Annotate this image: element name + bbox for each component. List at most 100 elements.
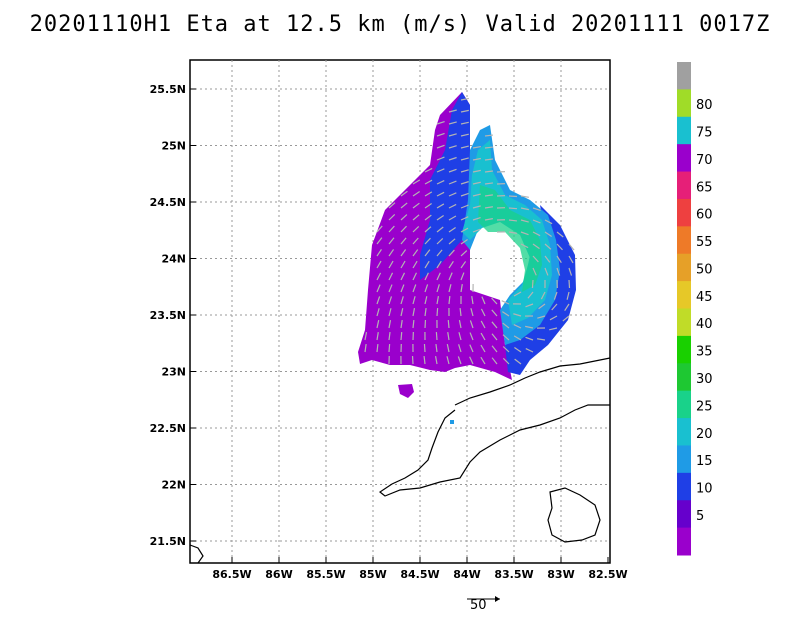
- wind-vector: [481, 296, 486, 305]
- wind-vector: [412, 214, 420, 221]
- wind-vector: [412, 202, 420, 209]
- wind-vector: [480, 320, 486, 329]
- wind-vector: [491, 357, 498, 365]
- wind-vector: [484, 182, 494, 185]
- wind-vector: [376, 272, 382, 281]
- wind-vector: [513, 313, 522, 317]
- wind-vector: [520, 231, 529, 236]
- wind-vector: [436, 203, 445, 209]
- wind-vector: [491, 345, 498, 353]
- wind-vector: [424, 226, 432, 233]
- wind-vector: [537, 338, 546, 341]
- wind-vector: [412, 191, 420, 197]
- wind-vector: [520, 243, 529, 249]
- wind-vector: [448, 180, 457, 185]
- wind-vector: [472, 228, 481, 233]
- wind-vector: [525, 348, 534, 353]
- wind-vector: [388, 343, 391, 353]
- wind-vector: [364, 343, 367, 353]
- wind-vector: [436, 307, 439, 317]
- wind-vector: [525, 303, 534, 308]
- wind-vector: [388, 225, 395, 233]
- wind-vector: [436, 191, 445, 197]
- colorbar-label: 30: [696, 372, 713, 387]
- wind-vector: [556, 243, 563, 251]
- wind-vector: [460, 97, 469, 101]
- wind-vector: [508, 231, 517, 234]
- wind-vector: [568, 279, 571, 289]
- wind-vector: [446, 356, 450, 365]
- wind-vector: [513, 291, 522, 297]
- lon-tick-label: 85W: [359, 568, 386, 581]
- wind-vector: [412, 179, 421, 185]
- wind-vector: [501, 300, 510, 305]
- wind-vector: [376, 308, 380, 317]
- wind-vector: [513, 335, 522, 341]
- wind-vector: [564, 303, 570, 312]
- wind-vector: [424, 307, 427, 317]
- wind-vector: [556, 267, 561, 276]
- wind-vector: [556, 255, 562, 264]
- colorbar-label: 45: [696, 290, 713, 305]
- wind-vector: [484, 134, 494, 137]
- lon-tick-label: 86.5W: [212, 568, 251, 581]
- colorbar-segment: [677, 363, 691, 392]
- wind-vector: [480, 344, 486, 353]
- lon-tick-label: 86W: [265, 568, 292, 581]
- wind-vector: [412, 296, 416, 305]
- wind-vector: [460, 121, 469, 125]
- wind-vector: [412, 272, 417, 281]
- wind-vector: [400, 249, 407, 257]
- wind-vector: [525, 336, 534, 341]
- wind-vector: [544, 243, 552, 250]
- wind-vector: [568, 255, 574, 264]
- longitude-axis: 86.5W 86W 85.5W 85W 84.5W 84W 83.5W 83W 82.5W: [212, 557, 628, 581]
- wind-vector: [448, 284, 452, 293]
- wind-vector: [520, 195, 529, 198]
- wind-vector: [435, 331, 438, 341]
- wind-vector: [513, 324, 522, 329]
- wind-vector: [460, 145, 469, 149]
- wind-vector: [436, 296, 440, 305]
- wind-vector: [502, 322, 510, 329]
- vector-scale-label: 50: [470, 598, 487, 613]
- colorbar-segment: [677, 390, 691, 419]
- wind-vector: [532, 219, 541, 224]
- wind-vector: [388, 213, 396, 221]
- colorbar-segment: [677, 144, 691, 173]
- wind-vector: [458, 332, 462, 341]
- wind-vector: [448, 238, 456, 245]
- wind-vector: [424, 191, 433, 197]
- lat-tick-label: 24.5N: [150, 196, 186, 209]
- wind-vector: [388, 284, 393, 293]
- wind-vector: [460, 133, 469, 137]
- wind-vector: [424, 214, 432, 221]
- wind-vector: [491, 297, 498, 305]
- wind-vector: [448, 168, 457, 173]
- wind-vector: [472, 193, 481, 197]
- colorbar-label: 70: [696, 153, 713, 168]
- colorbar-label: 25: [696, 399, 713, 414]
- wind-vector: [424, 167, 433, 173]
- wind-vector: [501, 311, 510, 317]
- wind-vector: [448, 272, 453, 281]
- wind-vector: [508, 207, 518, 210]
- colorbar-segment: [677, 89, 691, 118]
- wind-vector: [538, 303, 546, 310]
- wind-vector: [460, 250, 468, 257]
- lon-tick-label: 84W: [453, 568, 480, 581]
- wind-vector: [484, 146, 494, 149]
- lon-tick-label: 85.5W: [306, 568, 345, 581]
- wind-vector: [532, 267, 537, 276]
- vector-scale-arrowhead: [495, 596, 500, 602]
- wind-vector: [460, 261, 467, 269]
- colorbar-label: 50: [696, 262, 713, 277]
- wind-vector: [544, 219, 553, 225]
- wind-vector: [480, 332, 486, 341]
- field-region-25: [478, 185, 542, 292]
- wind-vector: [484, 218, 493, 221]
- wind-vector: [376, 284, 381, 293]
- wind-vector: [532, 207, 541, 211]
- wind-vector: [388, 308, 392, 317]
